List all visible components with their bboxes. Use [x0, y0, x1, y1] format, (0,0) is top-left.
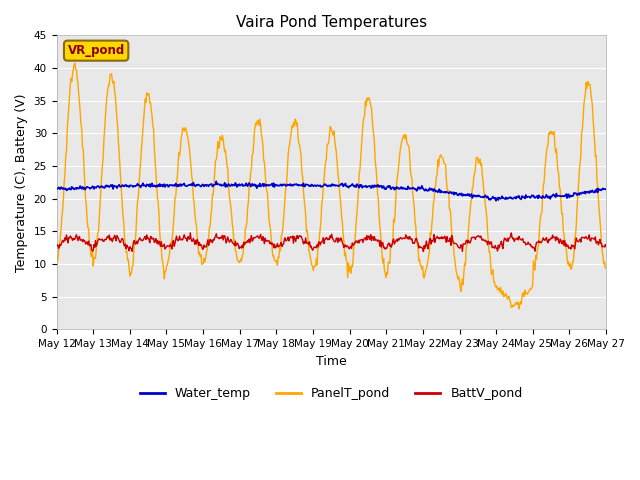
Text: VR_pond: VR_pond	[67, 44, 125, 57]
Title: Vaira Pond Temperatures: Vaira Pond Temperatures	[236, 15, 427, 30]
Legend: Water_temp, PanelT_pond, BattV_pond: Water_temp, PanelT_pond, BattV_pond	[135, 383, 527, 406]
X-axis label: Time: Time	[316, 355, 347, 368]
Y-axis label: Temperature (C), Battery (V): Temperature (C), Battery (V)	[15, 93, 28, 272]
